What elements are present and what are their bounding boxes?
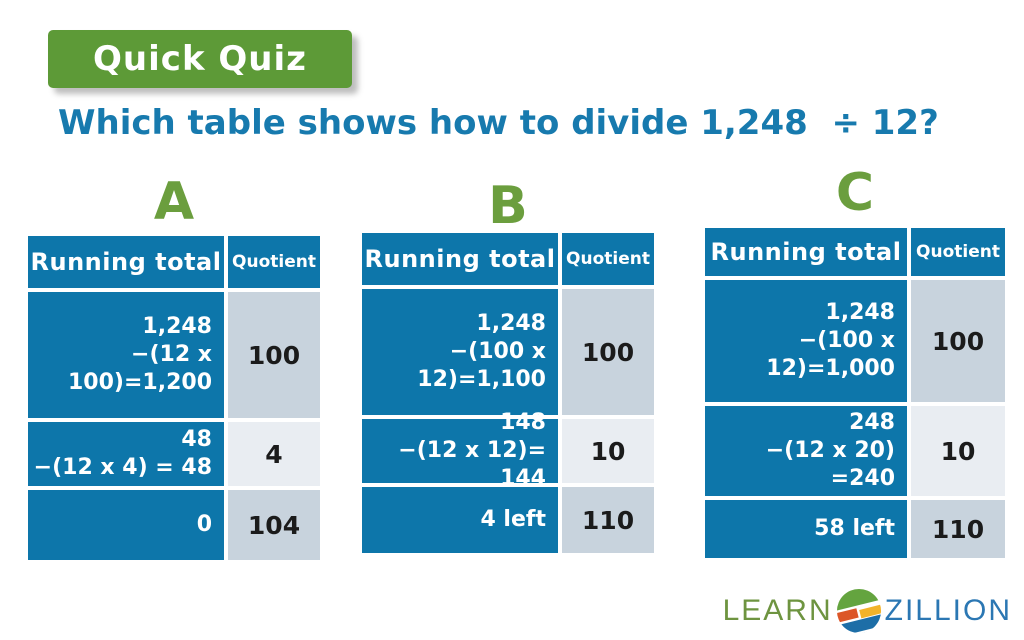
quotient-cell: 10 bbox=[911, 406, 1005, 496]
running-total-line: 12)=1,000 bbox=[766, 356, 895, 382]
quotient-cell: 4 bbox=[228, 422, 320, 486]
running-total-line: 12)=1,100 bbox=[417, 367, 546, 393]
quotient-cell: 104 bbox=[228, 490, 320, 560]
quotient-cell: 110 bbox=[911, 500, 1005, 558]
running-total-line: 1,248 bbox=[476, 310, 546, 336]
quotient-cell: 100 bbox=[228, 292, 320, 418]
quotient-header: Quotient bbox=[562, 233, 654, 285]
running-total-line: 4 left bbox=[480, 506, 546, 532]
answer-table-b[interactable]: Running total Quotient 1,248 −(100 x 12)… bbox=[362, 233, 654, 553]
answer-letter-b[interactable]: B bbox=[488, 176, 528, 236]
running-total-line: =240 bbox=[830, 466, 895, 492]
running-total-line: −(12 x 12)= 144 bbox=[398, 437, 546, 492]
quotient-cell: 100 bbox=[562, 289, 654, 415]
running-total-cell: 1,248 −(100 x 12)=1,000 bbox=[705, 280, 907, 402]
running-total-line: −(12 x bbox=[131, 341, 212, 367]
running-total-cell: 248 −(12 x 20) =240 bbox=[705, 406, 907, 496]
running-total-line: −(12 x 20) bbox=[765, 437, 895, 463]
running-total-header: Running total bbox=[705, 228, 907, 276]
running-total-line: 1,248 bbox=[142, 313, 212, 339]
running-total-line: 1,248 bbox=[825, 299, 895, 325]
quotient-cell: 10 bbox=[562, 419, 654, 483]
running-total-cell: 4 left bbox=[362, 487, 558, 553]
running-total-line: 0 bbox=[196, 511, 212, 537]
running-total-header: Running total bbox=[28, 236, 224, 288]
running-total-cell: 1,248 −(12 x 100)=1,200 bbox=[28, 292, 224, 418]
running-total-line: −(100 x bbox=[449, 338, 546, 364]
quotient-header: Quotient bbox=[228, 236, 320, 288]
quiz-question: Which table shows how to divide 1,248 ÷ … bbox=[58, 103, 939, 143]
learnzillion-logo: LEARN ZILLION bbox=[723, 586, 1012, 636]
running-total-line: −(12 x 4) = 48 bbox=[33, 455, 212, 480]
quotient-header: Quotient bbox=[911, 228, 1005, 276]
running-total-line: 100)=1,200 bbox=[68, 370, 212, 396]
running-total-line: 48 bbox=[181, 426, 212, 452]
running-total-cell: 0 bbox=[28, 490, 224, 560]
running-total-cell: 148 −(12 x 12)= 144 bbox=[362, 410, 558, 491]
running-total-line: 58 left bbox=[814, 515, 895, 541]
running-total-cell: 58 left bbox=[705, 500, 907, 558]
answer-letter-c[interactable]: C bbox=[835, 163, 875, 223]
globe-icon bbox=[833, 588, 885, 634]
quotient-cell: 100 bbox=[911, 280, 1005, 402]
running-total-line: 148 bbox=[500, 409, 546, 435]
quotient-cell: 110 bbox=[562, 487, 654, 553]
running-total-line: −(100 x bbox=[798, 327, 895, 353]
running-total-cell: 48 −(12 x 4) = 48 bbox=[28, 422, 224, 486]
running-total-line: 248 bbox=[849, 409, 895, 435]
answer-letter-a[interactable]: A bbox=[153, 172, 195, 232]
answer-table-c[interactable]: Running total Quotient 1,248 −(100 x 12)… bbox=[705, 228, 1005, 558]
running-total-header: Running total bbox=[362, 233, 558, 285]
logo-learn-text: LEARN bbox=[722, 594, 833, 627]
answer-table-a[interactable]: Running total Quotient 1,248 −(12 x 100)… bbox=[28, 236, 320, 560]
logo-zillion-text: ZILLION bbox=[884, 594, 1012, 627]
quick-quiz-badge: Quick Quiz bbox=[48, 30, 352, 88]
running-total-cell: 1,248 −(100 x 12)=1,100 bbox=[362, 289, 558, 415]
